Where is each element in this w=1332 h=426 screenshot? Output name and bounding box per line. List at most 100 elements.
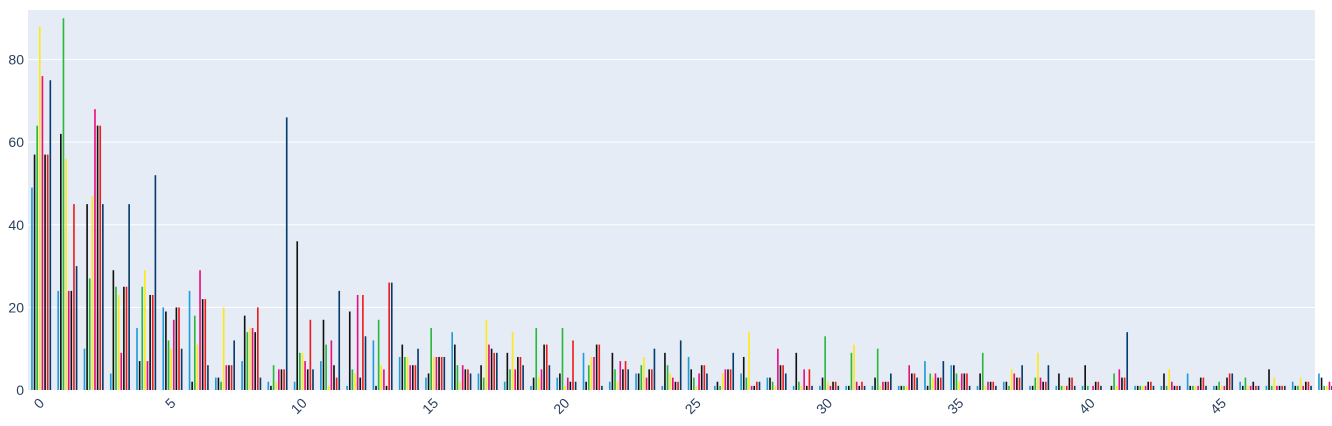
bar[interactable] bbox=[582, 352, 585, 390]
bar[interactable] bbox=[953, 365, 955, 390]
bar[interactable] bbox=[798, 381, 800, 390]
bar[interactable] bbox=[490, 348, 493, 390]
bar[interactable] bbox=[727, 369, 729, 390]
bar[interactable] bbox=[1310, 385, 1312, 390]
bar[interactable] bbox=[144, 270, 146, 390]
bar[interactable] bbox=[246, 332, 249, 390]
bar[interactable] bbox=[913, 373, 916, 390]
bar[interactable] bbox=[1241, 385, 1244, 390]
bar[interactable] bbox=[645, 377, 648, 390]
bar[interactable] bbox=[522, 365, 524, 390]
bar[interactable] bbox=[1039, 377, 1042, 390]
bar[interactable] bbox=[128, 204, 130, 390]
bar[interactable] bbox=[716, 381, 719, 390]
bar[interactable] bbox=[979, 373, 981, 390]
bar[interactable] bbox=[125, 286, 128, 390]
bar[interactable] bbox=[1281, 385, 1283, 390]
bar[interactable] bbox=[454, 344, 456, 390]
bar[interactable] bbox=[784, 373, 787, 390]
bar[interactable] bbox=[438, 356, 440, 390]
bar[interactable] bbox=[112, 270, 115, 390]
bar[interactable] bbox=[1197, 385, 1199, 390]
bar[interactable] bbox=[834, 381, 837, 390]
bar[interactable] bbox=[443, 356, 446, 390]
bar[interactable] bbox=[220, 381, 222, 390]
bar[interactable] bbox=[829, 385, 832, 390]
bar[interactable] bbox=[62, 18, 65, 390]
bar[interactable] bbox=[590, 356, 593, 390]
bar[interactable] bbox=[824, 336, 826, 390]
bar[interactable] bbox=[356, 295, 359, 390]
bar[interactable] bbox=[451, 332, 453, 390]
bar[interactable] bbox=[1255, 385, 1257, 390]
bar[interactable] bbox=[283, 369, 285, 390]
bar[interactable] bbox=[99, 125, 102, 391]
bar[interactable] bbox=[461, 365, 464, 390]
bar[interactable] bbox=[1268, 369, 1270, 390]
bar[interactable] bbox=[698, 373, 700, 390]
bar[interactable] bbox=[123, 286, 125, 390]
bar[interactable] bbox=[566, 377, 569, 390]
bar[interactable] bbox=[115, 286, 117, 390]
bar[interactable] bbox=[706, 373, 708, 390]
bar[interactable] bbox=[803, 369, 805, 390]
bar[interactable] bbox=[1307, 381, 1310, 390]
bar[interactable] bbox=[1034, 377, 1037, 390]
bar[interactable] bbox=[193, 315, 196, 390]
bar[interactable] bbox=[1123, 377, 1126, 390]
bar[interactable] bbox=[661, 385, 664, 390]
bar[interactable] bbox=[404, 356, 406, 390]
bar[interactable] bbox=[858, 385, 861, 390]
bar[interactable] bbox=[540, 369, 543, 390]
bar[interactable] bbox=[285, 117, 288, 390]
bar[interactable] bbox=[548, 365, 551, 390]
bar[interactable] bbox=[60, 133, 62, 390]
bar[interactable] bbox=[585, 381, 587, 390]
bar[interactable] bbox=[1013, 373, 1016, 390]
bar[interactable] bbox=[871, 385, 874, 390]
bar[interactable] bbox=[882, 381, 884, 390]
bar[interactable] bbox=[207, 365, 209, 390]
bar[interactable] bbox=[890, 373, 892, 390]
bar[interactable] bbox=[467, 369, 469, 390]
bar[interactable] bbox=[1231, 373, 1234, 390]
bar[interactable] bbox=[808, 369, 811, 390]
bar[interactable] bbox=[897, 385, 900, 390]
bar[interactable] bbox=[1044, 381, 1047, 390]
bar[interactable] bbox=[1194, 385, 1197, 390]
bar[interactable] bbox=[758, 381, 761, 390]
bar[interactable] bbox=[330, 340, 333, 390]
bar[interactable] bbox=[693, 377, 695, 390]
bar[interactable] bbox=[750, 385, 753, 390]
bar[interactable] bbox=[335, 377, 338, 390]
bar[interactable] bbox=[855, 381, 858, 390]
bar[interactable] bbox=[960, 373, 963, 390]
bar[interactable] bbox=[635, 373, 637, 390]
bar[interactable] bbox=[1118, 369, 1121, 390]
bar[interactable] bbox=[819, 385, 821, 390]
bar[interactable] bbox=[995, 385, 997, 390]
bar[interactable] bbox=[257, 307, 259, 390]
bar[interactable] bbox=[199, 270, 201, 390]
bar[interactable] bbox=[677, 381, 679, 390]
bar[interactable] bbox=[1199, 377, 1202, 390]
bar[interactable] bbox=[1063, 385, 1065, 390]
bar[interactable] bbox=[853, 344, 855, 390]
bar[interactable] bbox=[1249, 385, 1252, 390]
bar[interactable] bbox=[1176, 385, 1178, 390]
bar[interactable] bbox=[1273, 377, 1276, 390]
bar[interactable] bbox=[1097, 381, 1100, 390]
bar[interactable] bbox=[41, 76, 44, 390]
bar[interactable] bbox=[519, 356, 522, 390]
bar[interactable] bbox=[327, 385, 330, 390]
bar[interactable] bbox=[1265, 385, 1268, 390]
bar[interactable] bbox=[966, 373, 968, 390]
bar[interactable] bbox=[1215, 385, 1218, 390]
bar[interactable] bbox=[622, 369, 624, 390]
bar[interactable] bbox=[233, 340, 235, 390]
bar[interactable] bbox=[293, 381, 296, 390]
bar[interactable] bbox=[488, 344, 490, 390]
bar[interactable] bbox=[1163, 373, 1165, 390]
bar[interactable] bbox=[259, 377, 262, 390]
bar[interactable] bbox=[482, 377, 485, 390]
